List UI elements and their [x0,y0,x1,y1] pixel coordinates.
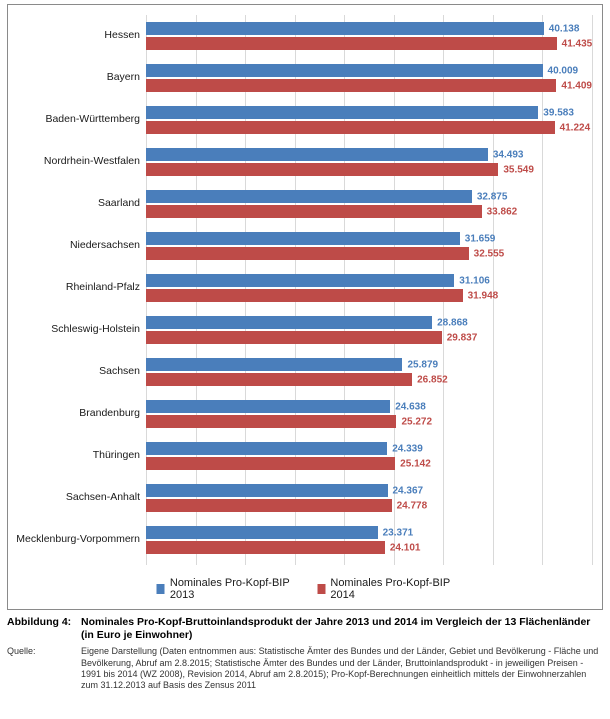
category-label: Hessen [12,30,140,42]
chart-row: Bayern40.00941.409 [146,57,592,99]
bar-value-label: 26.852 [412,374,448,385]
category-label: Sachsen-Anhalt [12,492,140,504]
legend-item: Nominales Pro-Kopf-BIP 2013 [157,577,294,601]
legend-swatch [157,584,165,594]
bar-value-label: 41.409 [556,80,592,91]
bar-2014: 26.852 [146,373,412,386]
plot-area: Hessen40.13841.435Bayern40.00941.409Bade… [146,15,592,565]
bar-2014: 32.555 [146,247,469,260]
chart-row: Thüringen24.33925.142 [146,435,592,477]
bar-value-label: 25.879 [402,359,438,370]
chart-row: Mecklenburg-Vorpommern23.37124.101 [146,519,592,561]
category-label: Rheinland-Pfalz [12,282,140,294]
gridline [592,15,593,565]
bar-2013: 24.367 [146,484,388,497]
bar-value-label: 31.948 [463,290,499,301]
bar-2014: 41.435 [146,37,557,50]
legend: Nominales Pro-Kopf-BIP 2013 Nominales Pro… [157,577,454,601]
bar-value-label: 35.549 [498,164,534,175]
legend-swatch [317,584,325,594]
chart-row: Saarland32.87533.862 [146,183,592,225]
category-label: Niedersachsen [12,240,140,252]
chart-row: Schleswig-Holstein28.86829.837 [146,309,592,351]
figure-source: Quelle: Eigene Darstellung (Daten entnom… [7,646,603,691]
bar-value-label: 23.371 [378,527,414,538]
caption-text: Nominales Pro-Kopf-Bruttoinlandsprodukt … [81,616,603,642]
bar-2013: 23.371 [146,526,378,539]
bar-2013: 39.583 [146,106,538,119]
bar-value-label: 32.555 [469,248,505,259]
category-label: Nordrhein-Westfalen [12,156,140,168]
bar-value-label: 40.138 [544,23,580,34]
bar-2014: 41.224 [146,121,555,134]
bar-value-label: 28.868 [432,317,468,328]
bar-2014: 33.862 [146,205,482,218]
category-label: Saarland [12,198,140,210]
bar-value-label: 39.583 [538,107,574,118]
category-label: Sachsen [12,366,140,378]
bar-value-label: 24.778 [392,500,428,511]
bar-value-label: 40.009 [543,65,579,76]
bar-2013: 25.879 [146,358,402,371]
bar-2013: 34.493 [146,148,488,161]
bar-2013: 40.009 [146,64,543,77]
source-label: Quelle: [7,646,81,691]
bar-value-label: 25.272 [396,416,432,427]
chart-container: Hessen 40.138 41.435 Bayern 40.009 41.409 Bade… [7,4,603,610]
bar-2014: 41.409 [146,79,556,92]
bar-2014: 31.948 [146,289,463,302]
chart-row: Sachsen-Anhalt24.36724.778 [146,477,592,519]
bar-2013: 32.875 [146,190,472,203]
chart-row: Hessen40.13841.435 [146,15,592,57]
caption-label: Abbildung 4: [7,616,81,642]
legend-label: Nominales Pro-Kopf-BIP 2013 [170,577,293,601]
bar-value-label: 34.493 [488,149,524,160]
bar-value-label: 32.875 [472,191,508,202]
chart-row: Sachsen25.87926.852 [146,351,592,393]
bar-2013: 24.339 [146,442,387,455]
bar-value-label: 41.224 [555,122,591,133]
category-label: Baden-Württemberg [12,114,140,126]
legend-label: Nominales Pro-Kopf-BIP 2014 [330,577,453,601]
bar-value-label: 24.638 [390,401,426,412]
bar-value-label: 29.837 [442,332,478,343]
bar-value-label: 31.659 [460,233,496,244]
chart-row: Baden-Württemberg39.58341.224 [146,99,592,141]
bar-2013: 24.638 [146,400,390,413]
bar-value-label: 24.101 [385,542,421,553]
category-label: Bayern [12,72,140,84]
bar-2013: 28.868 [146,316,432,329]
bar-2014: 25.142 [146,457,395,470]
bar-2013: 31.659 [146,232,460,245]
bar-value-label: 24.367 [388,485,424,496]
chart-row: Rheinland-Pfalz31.10631.948 [146,267,592,309]
category-label: Schleswig-Holstein [12,324,140,336]
category-label: Thüringen [12,450,140,462]
bar-value-label: 25.142 [395,458,431,469]
bar-value-label: 24.339 [387,443,423,454]
bar-2013: 40.138 [146,22,544,35]
bar-2014: 24.778 [146,499,392,512]
category-label: Mecklenburg-Vorpommern [12,534,140,546]
bar-value-label: 41.435 [557,38,593,49]
bar-2014: 24.101 [146,541,385,554]
bar-value-label: 31.106 [454,275,490,286]
bar-2013: 31.106 [146,274,454,287]
bar-2014: 35.549 [146,163,498,176]
chart-row: Brandenburg24.63825.272 [146,393,592,435]
bar-2014: 25.272 [146,415,396,428]
legend-item: Nominales Pro-Kopf-BIP 2014 [317,577,454,601]
chart-row: Niedersachsen31.65932.555 [146,225,592,267]
bar-value-label: 33.862 [482,206,518,217]
bar-2014: 29.837 [146,331,442,344]
figure-caption: Abbildung 4: Nominales Pro-Kopf-Bruttoin… [7,616,603,642]
category-label: Brandenburg [12,408,140,420]
source-text: Eigene Darstellung (Daten entnommen aus:… [81,646,603,691]
chart-row: Nordrhein-Westfalen34.49335.549 [146,141,592,183]
